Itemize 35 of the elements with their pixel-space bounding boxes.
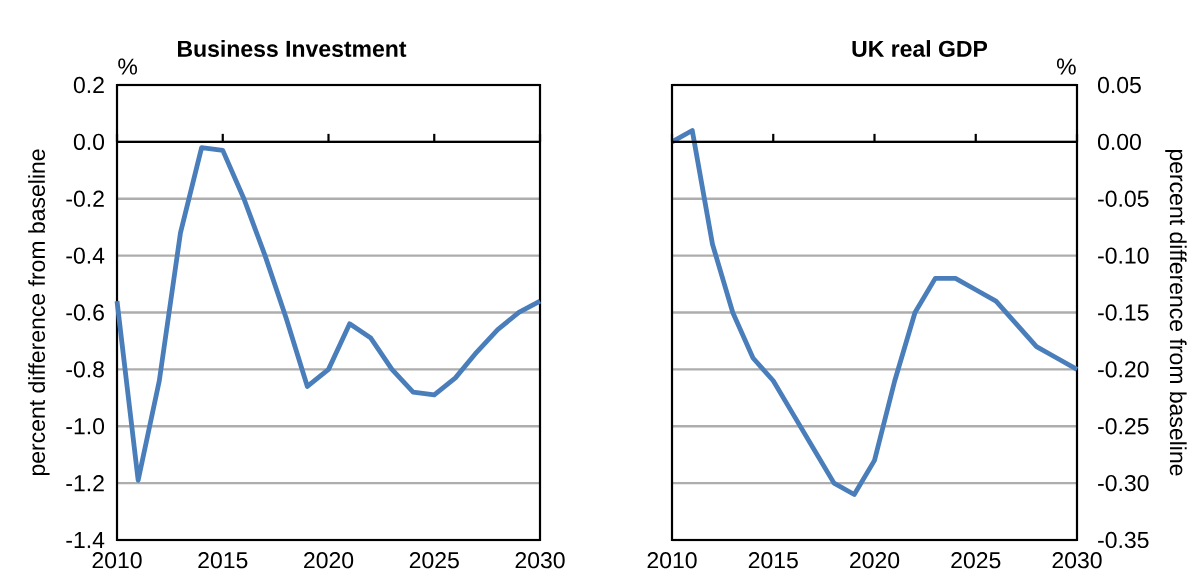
y2-tick-label: -0.20 xyxy=(1098,361,1149,378)
x-tick-label: 2025 xyxy=(951,552,1001,569)
y-tick-label: -1.0 xyxy=(66,418,105,435)
y2-tick-label: 0.00 xyxy=(1097,133,1141,151)
x-tick-label: 2015 xyxy=(198,552,248,569)
x-tick-label: 2015 xyxy=(748,552,798,569)
y-axis-title: percent difference from baseline xyxy=(28,149,50,476)
y2-tick-label: -0.25 xyxy=(1098,418,1149,435)
x-tick-label: 2020 xyxy=(850,552,900,569)
y2-tick-label: -0.05 xyxy=(1098,190,1149,207)
x-tick-label: 2010 xyxy=(647,552,697,569)
line-series xyxy=(114,145,543,483)
y2-axis-title: percent difference from baseline xyxy=(1165,149,1187,476)
x-tick-label: 2020 xyxy=(304,552,354,569)
y2-tick-label: -0.15 xyxy=(1098,304,1149,321)
y-tick-label: 0.2 xyxy=(73,76,104,94)
chart-title: UK real GDP xyxy=(852,40,988,57)
y-tick-label: 0.0 xyxy=(73,133,105,150)
y-tick-label: -0.8 xyxy=(66,361,104,378)
y-tick-label: -0.2 xyxy=(66,190,104,207)
text: % xyxy=(1056,58,1076,75)
y-tick-label: -0.4 xyxy=(66,247,105,264)
x-tick-label: 2010 xyxy=(92,552,142,569)
y-tick-label: -1.4 xyxy=(66,532,105,548)
y2-tick-label: -0.30 xyxy=(1098,474,1149,492)
y-tick-label: -1.2 xyxy=(66,475,104,492)
text: % xyxy=(118,58,138,75)
x-tick-label: 2030 xyxy=(515,552,565,569)
y2-tick-label: -0.35 xyxy=(1098,531,1149,549)
x-tick-label: 2030 xyxy=(1052,552,1102,569)
y-tick-label: -0.6 xyxy=(66,304,104,321)
chart-title: Business Investment xyxy=(178,40,407,57)
y2-tick-label: -0.10 xyxy=(1098,247,1149,264)
x-tick-label: 2025 xyxy=(409,552,459,569)
y2-tick-label: 0.05 xyxy=(1097,76,1141,94)
